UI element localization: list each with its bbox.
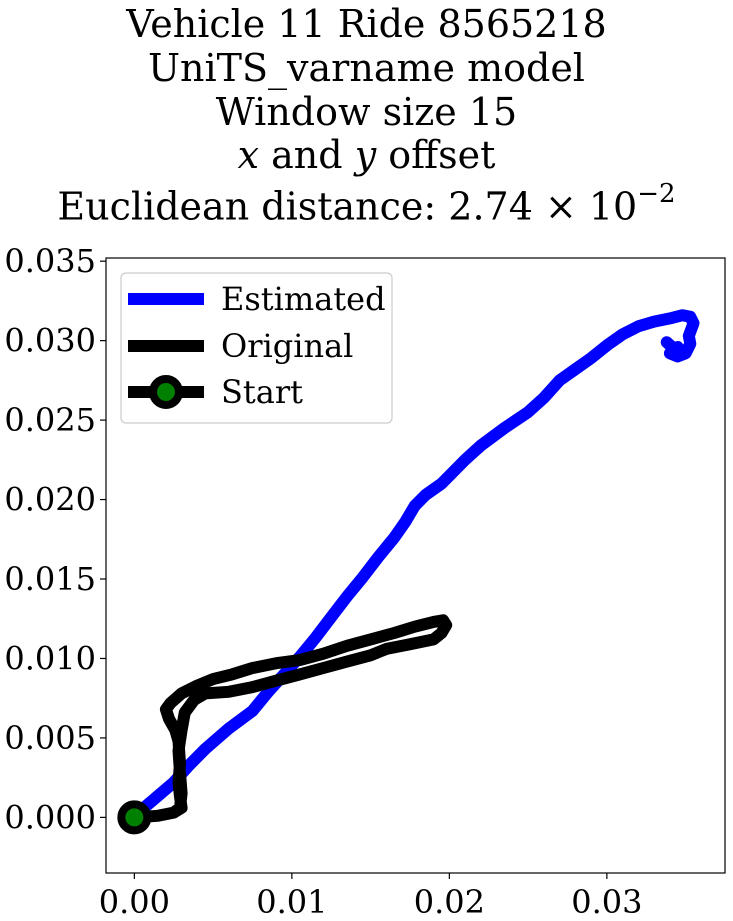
title-line-1: Vehicle 11 Ride 8565218 [126,2,607,46]
y-tick-label: 0.010 [4,639,96,677]
y-tick-label: 0.005 [4,719,96,757]
title-x-var: x [237,133,260,177]
title-distance: Euclidean distance: 2.74 × 10 [57,184,638,229]
title-y-var: y [354,133,377,177]
title-line-3: Window size 15 [215,90,518,134]
title-line-2: UniTS_varname model [148,46,585,90]
title-line-4: x and y offset [0,133,733,177]
x-tick-label: 0.03 [571,883,642,921]
plot-frame [105,257,726,874]
y-tick-label: 0.000 [4,798,96,836]
start-marker [117,800,152,835]
title-offset: offset [376,133,496,177]
y-tick-label: 0.020 [4,481,96,519]
y-tick-label: 0.015 [4,560,96,598]
x-tick-label: 0.02 [414,883,485,921]
legend-box [120,272,393,424]
legend-marker-start [149,375,183,409]
legend-label-estimated: Estimated [221,280,386,318]
x-tick-label: 0.00 [99,883,170,921]
legend-label-start: Start [221,373,303,411]
y-tick-label: 0.030 [4,322,96,360]
x-tick-label: 0.01 [256,883,327,921]
title-and: and [259,133,355,177]
legend-label-original: Original [221,327,353,365]
y-tick-label: 0.035 [4,242,96,280]
title-line-5: Euclidean distance: 2.74 × 10−2 [0,176,733,229]
y-tick-label: 0.025 [4,401,96,439]
series-line-original [128,614,453,824]
title-exponent: −2 [637,179,676,209]
